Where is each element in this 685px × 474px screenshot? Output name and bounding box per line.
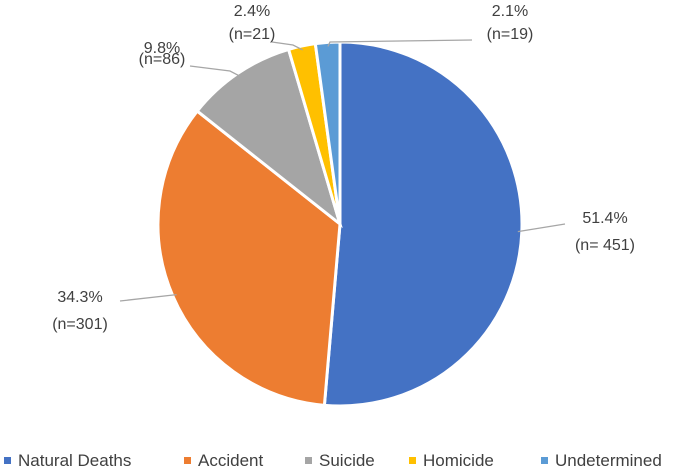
leader-lines bbox=[119, 39, 566, 302]
pie-slice-accident bbox=[156, 109, 342, 407]
legend: Natural Deaths Accident Suicide Homicide Und… bbox=[4, 451, 662, 470]
legend-swatch-natural-deaths bbox=[4, 457, 11, 464]
pie-slice-suicide bbox=[195, 47, 343, 229]
leader-line-homicide bbox=[271, 41, 303, 51]
count-label-undetermined: (n=19) bbox=[487, 26, 534, 43]
pie-slices bbox=[156, 40, 524, 408]
percent-label-undetermined: 2.1% bbox=[492, 3, 528, 20]
count-label-accident: (n=301) bbox=[52, 316, 108, 333]
legend-item-natural-deaths: Natural Deaths bbox=[4, 451, 131, 470]
legend-item-undetermined: Undetermined bbox=[541, 451, 662, 470]
legend-label-natural-deaths: Natural Deaths bbox=[18, 451, 131, 470]
pie-slice-natural-deaths bbox=[322, 40, 524, 408]
percent-label-accident: 34.3% bbox=[57, 289, 102, 306]
count-label-homicide: (n=21) bbox=[229, 26, 276, 43]
leader-line-natural-deaths bbox=[517, 223, 566, 233]
legend-swatch-suicide bbox=[305, 457, 312, 464]
leader-line-undetermined bbox=[327, 39, 473, 47]
legend-label-undetermined: Undetermined bbox=[555, 451, 662, 470]
percent-label-homicide: 2.4% bbox=[234, 3, 270, 20]
percent-label-natural-deaths: 51.4% bbox=[582, 210, 627, 227]
legend-swatch-homicide bbox=[409, 457, 416, 464]
legend-item-homicide: Homicide bbox=[409, 451, 494, 470]
leader-line-suicide bbox=[189, 65, 241, 78]
legend-item-accident: Accident bbox=[184, 451, 263, 470]
legend-label-suicide: Suicide bbox=[319, 451, 375, 470]
legend-swatch-accident bbox=[184, 457, 191, 464]
count-label-natural-deaths: (n= 451) bbox=[575, 237, 635, 254]
slice-labels: 51.4% (n= 451) 34.3% (n=301) 9.8%(n=86) 2.4% (… bbox=[52, 3, 635, 333]
leader-line-accident bbox=[119, 293, 177, 302]
count-label-suicide: (n=86) bbox=[139, 51, 186, 68]
legend-label-accident: Accident bbox=[198, 451, 263, 470]
legend-item-suicide: Suicide bbox=[305, 451, 375, 470]
legend-swatch-undetermined bbox=[541, 457, 548, 464]
percent-label-suicide: 9.8% bbox=[144, 40, 180, 57]
legend-label-homicide: Homicide bbox=[423, 451, 494, 470]
